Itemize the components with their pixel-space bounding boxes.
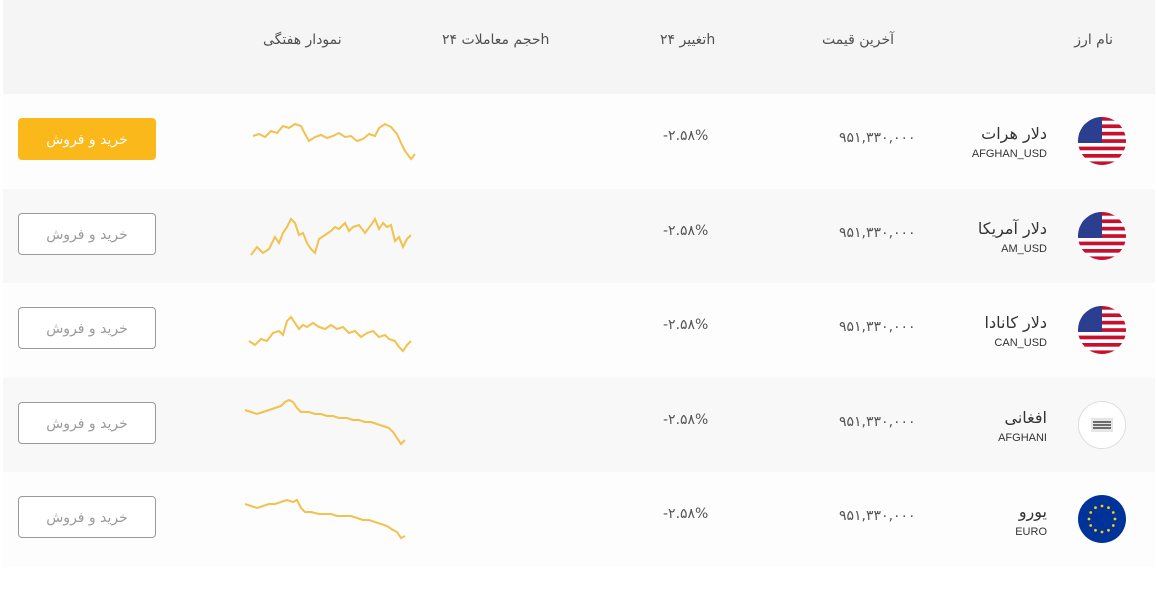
currency-code: AFGHANI (998, 431, 1047, 444)
currency-name-fa: دلار هرات (981, 124, 1047, 143)
change-24h: -۲.۵۸% (663, 506, 709, 523)
currency-code: EURO (1015, 526, 1047, 539)
table-row: دلار هرات AFGHAN_USD ۹۵۱,۳۳۰,۰۰۰ -۲.۵۸% … (3, 94, 1155, 189)
table-row: افغانی AFGHANI ۹۵۱,۳۳۰,۰۰۰ -۲.۵۸% خرید و… (3, 377, 1155, 473)
buy-sell-button[interactable]: خرید و فروش (18, 307, 156, 350)
us-flag-icon (1078, 117, 1126, 165)
table-row: یورو EURO ۹۵۱,۳۳۰,۰۰۰ -۲.۵۸% خرید و فروش (3, 472, 1155, 567)
currency-name: دلار آمریکا AM_USD (978, 219, 1047, 255)
us-flag-icon (1078, 306, 1126, 355)
currency-code: CAN_USD (994, 337, 1047, 350)
change-24h: -۲.۵۸% (663, 317, 709, 334)
change-24h: -۲.۵۸% (663, 411, 709, 428)
us-flag-icon (1078, 211, 1126, 260)
currency-code: AM_USD (1001, 242, 1047, 255)
last-price: ۹۵۱,۳۳۰,۰۰۰ (839, 413, 916, 430)
header-weekly-chart: نمودار هفتگی (263, 32, 342, 48)
header-currency-name: نام ارز (1074, 32, 1113, 48)
table-row: دلار کانادا CAN_USD ۹۵۱,۳۳۰,۰۰۰ -۲.۵۸% خ… (3, 283, 1155, 378)
last-price: ۹۵۱,۳۳۰,۰۰۰ (839, 224, 916, 241)
table-header: نام ارز آخرین قیمت تغییر ۲۴h حجم معاملات… (3, 0, 1155, 94)
buy-sell-button[interactable]: خرید و فروش (18, 212, 156, 255)
change-24h: -۲.۵۸% (663, 128, 709, 144)
currency-name-fa: دلار آمریکا (977, 218, 1047, 238)
currency-code: AFGHAN_USD (971, 148, 1047, 160)
currency-name-fa: یورو (1018, 502, 1047, 522)
eu-flag-icon (1078, 495, 1126, 544)
currency-name: دلار هرات AFGHAN_USD (972, 124, 1047, 160)
table-row: دلار آمریکا AM_USD ۹۵۱,۳۳۰,۰۰۰ -۲.۵۸% خر… (3, 188, 1155, 284)
header-last-price: آخرین قیمت (822, 32, 895, 48)
buy-sell-button[interactable]: خرید و فروش (18, 118, 156, 160)
buy-sell-button[interactable]: خرید و فروش (18, 401, 156, 444)
last-price: ۹۵۱,۳۳۰,۰۰۰ (839, 319, 916, 336)
currency-name: دلار کانادا CAN_USD (985, 313, 1047, 349)
currency-name: یورو EURO (1015, 502, 1047, 538)
weekly-sparkline (252, 122, 416, 161)
change-24h: -۲.۵۸% (663, 222, 709, 239)
currency-name-fa: دلار کانادا (984, 313, 1047, 333)
currency-name-fa: افغانی (1004, 407, 1047, 427)
header-volume-24h: حجم معاملات ۲۴h (442, 32, 550, 48)
weekly-sparkline (248, 315, 412, 353)
weekly-sparkline (244, 499, 406, 540)
last-price: ۹۵۱,۳۳۰,۰۰۰ (839, 130, 916, 146)
buy-sell-button[interactable]: خرید و فروش (18, 496, 156, 539)
afghanistan-emblem-icon (1078, 400, 1126, 449)
weekly-sparkline (250, 216, 412, 256)
currency-name: افغانی AFGHANI (998, 408, 1047, 444)
weekly-sparkline (244, 398, 406, 446)
currency-table: نام ارز آخرین قیمت تغییر ۲۴h حجم معاملات… (3, 0, 1155, 567)
header-change-24h: تغییر ۲۴h (660, 32, 716, 48)
last-price: ۹۵۱,۳۳۰,۰۰۰ (839, 508, 916, 525)
